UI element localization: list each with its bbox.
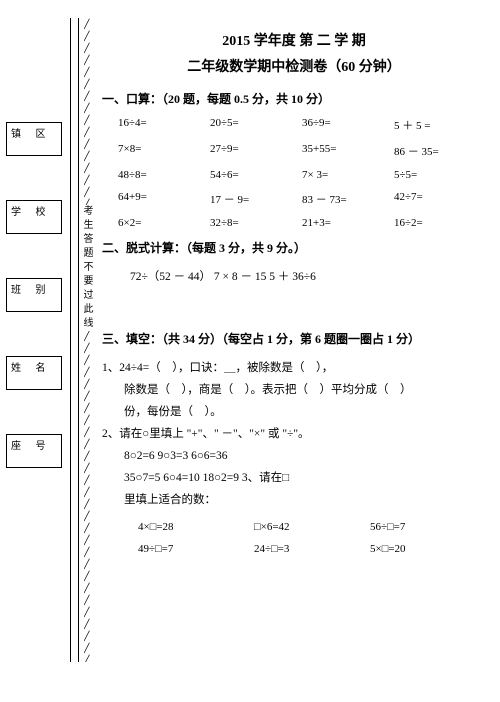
section-2-heading: 二、脱式计算：（每题 3 分，共 9 分。） <box>102 239 486 256</box>
calc-cell: 27÷9= <box>210 143 302 159</box>
q1-line-a: 1、24÷4=（ ），口诀：＿，被除数是（ ）， <box>102 357 486 379</box>
title-line-1: 2015 学年度 第 二 学 期 <box>102 30 486 50</box>
calc-cell: 36÷9= <box>302 117 394 133</box>
calc-row: 48÷8=54÷6=7× 3=5÷5= <box>102 169 486 181</box>
fill-cell: 4×□=28 <box>138 521 254 533</box>
fill-cell: 56÷□=7 <box>370 521 486 533</box>
calc-cell: 16÷4= <box>118 117 210 133</box>
section-3-grid: 4×□=28□×6=4256÷□=7 49÷□=724÷□=35×□=20 <box>102 521 486 555</box>
calc-row: 64+9=17 － 9=83 － 73=42÷7= <box>102 191 486 207</box>
calc-cell: 83 － 73= <box>302 191 394 207</box>
sidebox-seat: 座 号 <box>6 434 62 468</box>
calc-cell: 20÷5= <box>210 117 302 133</box>
calc-cell: 64+9= <box>118 191 210 207</box>
sidebox-name: 姓 名 <box>6 356 62 390</box>
label-school: 学 校 <box>11 203 52 218</box>
calc-cell: 48÷8= <box>118 169 210 181</box>
fill-cell: 49÷□=7 <box>138 543 254 555</box>
content-area: 2015 学年度 第 二 学 期 二年级数学期中检测卷（60 分钟） 一、口算：… <box>102 30 486 682</box>
blank-line <box>10 383 58 384</box>
calc-cell: 7×8= <box>118 143 210 159</box>
label-seat: 座 号 <box>11 437 52 452</box>
label-district: 镇 区 <box>11 125 52 140</box>
binding-text: 考生答题不要过此线 <box>83 205 94 331</box>
fill-row: 49÷□=724÷□=35×□=20 <box>102 543 486 555</box>
exam-page: ╱╱╱╱╱╱╱╱╱╱╱╱╱╱╱╱╱╱╱╱╱╱╱╱╱╱╱╱╱╱╱╱╱╱╱╱╱╱╱╱… <box>0 0 500 702</box>
q1-line-b: 除数是（ ），商是（ ）。表示把（ ）平均分成（ ） <box>102 379 486 401</box>
calc-cell: 42÷7= <box>394 191 486 207</box>
calc-cell: 7× 3= <box>302 169 394 181</box>
calc-cell: 21+3= <box>302 217 394 229</box>
blank-line <box>10 227 58 228</box>
title-line-2: 二年级数学期中检测卷（60 分钟） <box>102 56 486 76</box>
calc-cell: 32÷8= <box>210 217 302 229</box>
vertical-rule-2 <box>78 18 79 662</box>
q2-line-c: 35○7=5 6○4=10 18○2=9 3、请在□ <box>102 467 486 489</box>
fill-cell: 24÷□=3 <box>254 543 370 555</box>
section-1-grid: 16÷4=20÷5=36÷9=5 ＋ 5 = 7×8=27÷9=35+55=86 … <box>102 117 486 229</box>
q2-line-d: 里填上适合的数： <box>102 489 486 511</box>
sidebox-class: 班 别 <box>6 278 62 312</box>
section-2-expr: 72÷（52 － 44） 7 × 8 － 15 5 ＋ 36÷6 <box>102 266 486 288</box>
calc-cell: 17 － 9= <box>210 191 302 207</box>
blank-line <box>10 461 58 462</box>
fill-cell: 5×□=20 <box>370 543 486 555</box>
fill-row: 4×□=28□×6=4256÷□=7 <box>102 521 486 533</box>
section-1-heading: 一、口算：（20 题，每题 0.5 分，共 10 分） <box>102 90 486 107</box>
calc-row: 6×2=32÷8=21+3=16÷2= <box>102 217 486 229</box>
calc-row: 7×8=27÷9=35+55=86 － 35= <box>102 143 486 159</box>
blank-line <box>10 305 58 306</box>
label-name: 姓 名 <box>11 359 52 374</box>
section-3-heading: 三、填空：（共 34 分）（每空占 1 分，第 6 题圈一圈占 1 分） <box>102 330 486 347</box>
q2-line-a: 2、请在○里填上 "+"、" －"、"×" 或 "÷"。 <box>102 423 486 445</box>
q2-line-b: 8○2=6 9○3=3 6○6=36 <box>102 445 486 467</box>
dash-column: ╱╱╱╱╱╱╱╱╱╱╱╱╱╱╱╱╱╱╱╱╱╱╱╱╱╱╱╱╱╱╱╱╱╱╱╱╱╱╱╱… <box>84 18 92 662</box>
calc-cell: 5 ＋ 5 = <box>394 117 486 133</box>
sidebox-district: 镇 区 <box>6 122 62 156</box>
calc-cell: 35+55= <box>302 143 394 159</box>
calc-cell: 54÷6= <box>210 169 302 181</box>
label-class: 班 别 <box>11 281 52 296</box>
q1-line-c: 份，每份是（ ）。 <box>102 401 486 423</box>
vertical-rule-1 <box>70 18 71 662</box>
fill-cell: □×6=42 <box>254 521 370 533</box>
sidebox-school: 学 校 <box>6 200 62 234</box>
blank-line <box>10 149 58 150</box>
calc-cell: 6×2= <box>118 217 210 229</box>
calc-cell: 86 － 35= <box>394 143 486 159</box>
calc-cell: 5÷5= <box>394 169 486 181</box>
calc-row: 16÷4=20÷5=36÷9=5 ＋ 5 = <box>102 117 486 133</box>
calc-cell: 16÷2= <box>394 217 486 229</box>
